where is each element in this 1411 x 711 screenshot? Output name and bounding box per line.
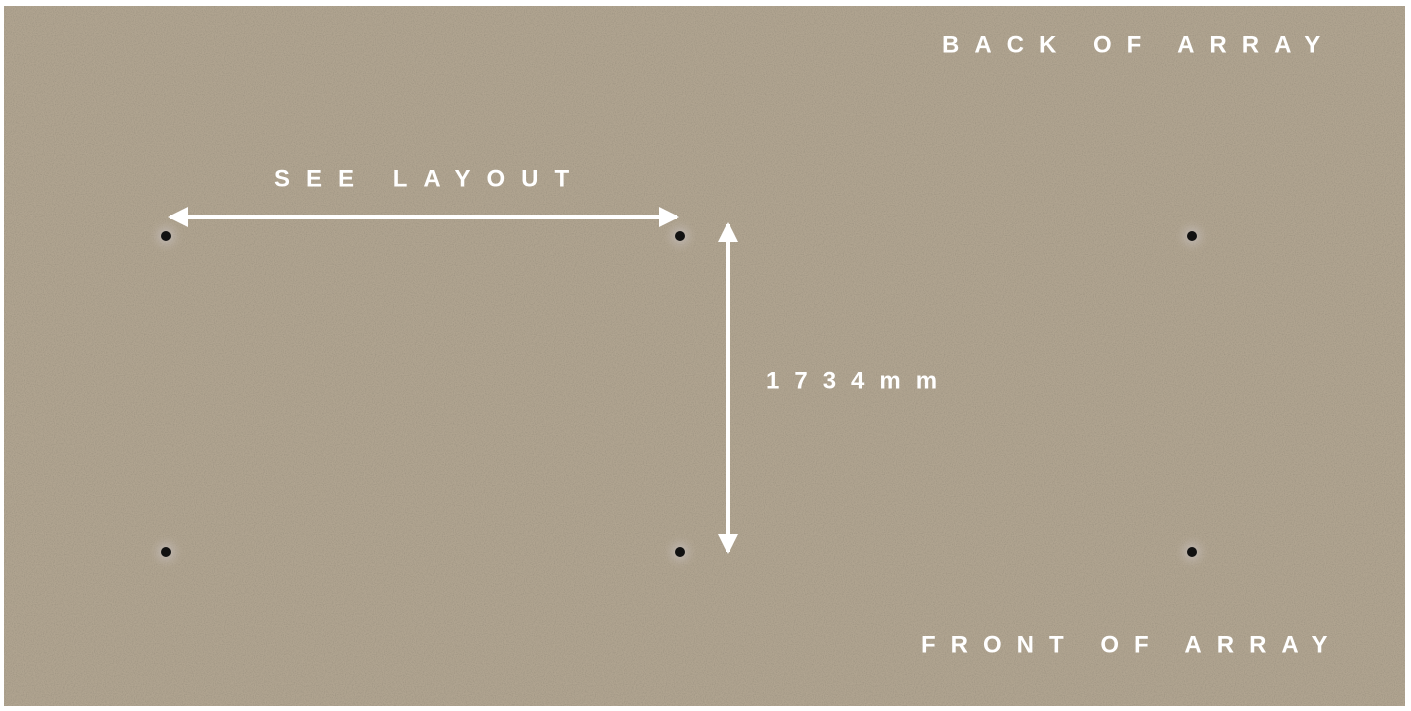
page: BACK OF ARRAY SEE LAYOUT 1734mm FRONT OF… — [0, 0, 1411, 711]
hole — [161, 231, 171, 241]
hole — [675, 547, 685, 557]
hole — [1187, 231, 1197, 241]
hole — [675, 231, 685, 241]
scene: BACK OF ARRAY SEE LAYOUT 1734mm FRONT OF… — [0, 0, 1411, 711]
sand-background — [4, 6, 1405, 706]
hole — [161, 547, 171, 557]
hole — [1187, 547, 1197, 557]
front-label: FRONT OF ARRAY — [921, 631, 1343, 658]
back-label: BACK OF ARRAY — [942, 31, 1335, 58]
spacing-label: 1734mm — [766, 367, 952, 394]
see-layout-label: SEE LAYOUT — [274, 165, 585, 192]
